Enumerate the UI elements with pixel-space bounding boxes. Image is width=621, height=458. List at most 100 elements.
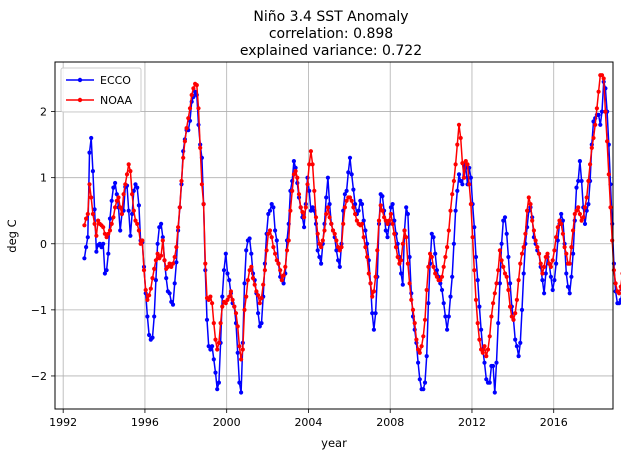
data-point-ecco bbox=[416, 360, 421, 365]
data-point-noaa bbox=[250, 276, 256, 281]
data-point-noaa bbox=[439, 274, 445, 279]
data-point-noaa bbox=[608, 205, 613, 210]
data-point-noaa bbox=[310, 162, 315, 167]
data-point-ecco bbox=[109, 198, 114, 203]
data-point-noaa bbox=[342, 205, 347, 210]
data-point-noaa bbox=[96, 218, 101, 223]
data-point-noaa bbox=[324, 211, 329, 217]
data-point-ecco bbox=[450, 274, 455, 279]
data-point-ecco bbox=[417, 377, 422, 382]
data-point-ecco bbox=[371, 327, 376, 332]
data-point-ecco bbox=[445, 327, 450, 332]
data-point-noaa bbox=[330, 228, 336, 233]
data-point-noaa bbox=[235, 324, 240, 329]
data-point-noaa bbox=[341, 221, 346, 226]
data-point-noaa bbox=[320, 238, 325, 243]
data-point-noaa bbox=[536, 251, 542, 256]
data-point-noaa bbox=[572, 211, 577, 217]
data-point-ecco bbox=[383, 228, 388, 233]
data-point-noaa bbox=[359, 221, 365, 226]
data-point-noaa bbox=[128, 169, 133, 174]
data-point-ecco bbox=[446, 314, 451, 319]
data-point-ecco bbox=[106, 251, 111, 256]
data-point-noaa bbox=[242, 307, 247, 312]
x-tick-label: 2004 bbox=[294, 416, 322, 429]
data-point-ecco bbox=[133, 182, 138, 187]
data-point-ecco bbox=[346, 170, 351, 175]
data-point-ecco bbox=[291, 159, 296, 164]
data-point-ecco bbox=[521, 271, 526, 276]
data-point-noaa bbox=[526, 195, 531, 200]
data-point-ecco bbox=[359, 202, 365, 207]
data-point-ecco bbox=[90, 169, 95, 174]
data-point-ecco bbox=[325, 175, 330, 180]
data-point-noaa bbox=[446, 228, 451, 233]
data-point-noaa bbox=[513, 311, 518, 316]
data-point-ecco bbox=[204, 317, 210, 322]
data-point-noaa bbox=[220, 304, 225, 309]
data-point-noaa bbox=[542, 264, 547, 269]
x-tick-label: 2016 bbox=[540, 416, 568, 429]
data-point-ecco bbox=[215, 387, 220, 392]
data-point-ecco bbox=[434, 268, 439, 273]
data-point-noaa bbox=[307, 162, 312, 167]
data-point-noaa bbox=[170, 261, 176, 266]
data-point-noaa bbox=[385, 221, 390, 226]
data-point-noaa bbox=[353, 211, 358, 217]
data-point-noaa bbox=[407, 281, 412, 286]
data-point-noaa bbox=[453, 162, 458, 167]
data-point-ecco bbox=[315, 248, 320, 253]
data-point-noaa bbox=[264, 248, 269, 253]
data-point-ecco bbox=[356, 208, 361, 213]
data-point-noaa bbox=[249, 264, 254, 269]
data-point-noaa bbox=[148, 286, 153, 291]
data-point-noaa bbox=[133, 218, 138, 223]
data-point-noaa bbox=[606, 172, 611, 177]
data-point-noaa bbox=[538, 261, 543, 266]
data-point-noaa bbox=[293, 169, 298, 174]
data-point-noaa bbox=[167, 261, 172, 266]
data-point-ecco bbox=[308, 208, 313, 213]
data-point-ecco bbox=[519, 307, 525, 312]
data-point-ecco bbox=[482, 360, 487, 365]
data-point-ecco bbox=[441, 301, 446, 306]
data-point-ecco bbox=[358, 198, 363, 203]
data-point-noaa bbox=[114, 198, 119, 203]
data-point-noaa bbox=[327, 215, 332, 220]
data-point-ecco bbox=[353, 202, 358, 207]
data-point-ecco bbox=[542, 291, 547, 296]
data-point-noaa bbox=[557, 218, 562, 223]
data-point-noaa bbox=[300, 209, 305, 215]
data-point-noaa bbox=[405, 261, 410, 266]
data-point-noaa bbox=[90, 211, 95, 217]
data-point-noaa bbox=[400, 241, 405, 246]
data-point-ecco bbox=[516, 354, 521, 359]
data-point-ecco bbox=[126, 208, 131, 213]
data-point-noaa bbox=[468, 202, 473, 207]
data-point-ecco bbox=[576, 178, 581, 184]
data-point-noaa bbox=[487, 334, 492, 339]
x-tick-label: 1996 bbox=[131, 416, 159, 429]
data-point-noaa bbox=[540, 271, 545, 276]
data-point-noaa bbox=[313, 215, 319, 220]
data-point-noaa bbox=[281, 273, 286, 278]
data-point-noaa bbox=[473, 297, 479, 302]
data-point-ecco bbox=[591, 119, 596, 124]
data-point-noaa bbox=[336, 245, 341, 250]
data-point-ecco bbox=[336, 258, 341, 263]
data-point-ecco bbox=[560, 218, 566, 223]
data-point-noaa bbox=[256, 293, 261, 298]
data-point-noaa bbox=[126, 162, 131, 167]
data-point-noaa bbox=[531, 228, 537, 233]
data-point-ecco bbox=[598, 122, 603, 127]
data-point-noaa bbox=[366, 271, 371, 276]
data-point-noaa bbox=[187, 106, 193, 111]
data-point-noaa bbox=[582, 205, 588, 210]
data-point-noaa bbox=[94, 233, 99, 238]
data-point-noaa bbox=[477, 337, 482, 342]
data-point-ecco bbox=[164, 276, 169, 281]
data-point-ecco bbox=[484, 377, 489, 382]
data-point-noaa bbox=[283, 264, 288, 269]
data-point-ecco bbox=[131, 188, 136, 193]
data-point-noaa bbox=[593, 122, 598, 127]
